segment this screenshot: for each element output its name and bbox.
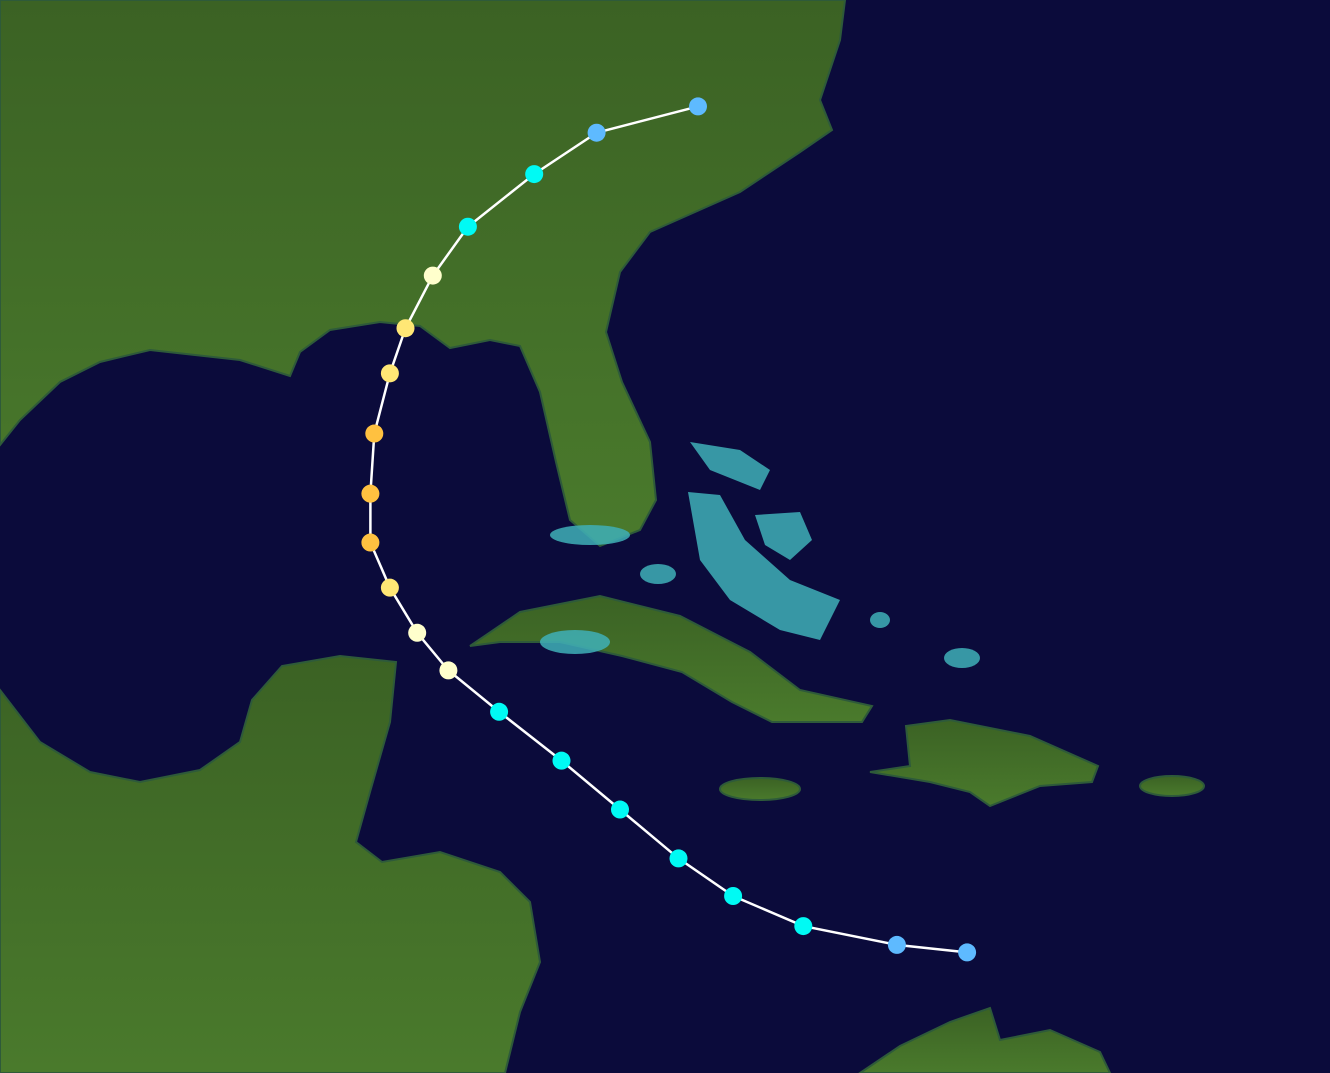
track-point-ts (458, 217, 477, 236)
track-point-td (587, 123, 606, 142)
land-jamaica (719, 777, 801, 801)
shallow-banks (540, 442, 980, 668)
track-point-ts (724, 887, 743, 905)
land-south-america (858, 1006, 1112, 1073)
land-puerto-rico (1139, 775, 1205, 797)
track-point-ts (794, 917, 813, 936)
cuba-south-bank (540, 630, 610, 654)
track-point-c1 (408, 623, 427, 642)
land-hispaniola (869, 718, 1100, 808)
turks-caicos-bank (944, 648, 980, 668)
track-point-ts (611, 800, 629, 819)
track-point-c2 (380, 364, 399, 383)
track-point-td (887, 935, 906, 954)
inagua-bank (870, 612, 890, 628)
track-point-td (689, 97, 707, 116)
bahamas-eastern-banks (755, 512, 812, 560)
track-point-c2 (396, 319, 415, 338)
track-point-ts (490, 702, 509, 721)
bahamas-little-bahama-bank (690, 442, 770, 490)
track-point-c3 (365, 424, 384, 443)
land-masses (0, 0, 1205, 1073)
land-mexico-central-america (0, 654, 542, 1073)
track-point-c1 (439, 661, 458, 680)
track-point-c3 (361, 533, 380, 552)
track-point-ts (552, 751, 571, 770)
florida-keys-bank (550, 525, 630, 545)
track-point-ts (669, 849, 688, 868)
track-point-c3 (361, 484, 380, 503)
storm-track-points (361, 97, 977, 962)
track-point-c2 (380, 578, 399, 597)
track-point-td (958, 943, 977, 962)
land-north-america (0, 0, 847, 548)
bahamas-great-bahama-bank (688, 492, 840, 640)
track-point-ts (525, 165, 544, 184)
track-point-c1 (423, 266, 442, 285)
cay-sal-bank (640, 564, 676, 584)
